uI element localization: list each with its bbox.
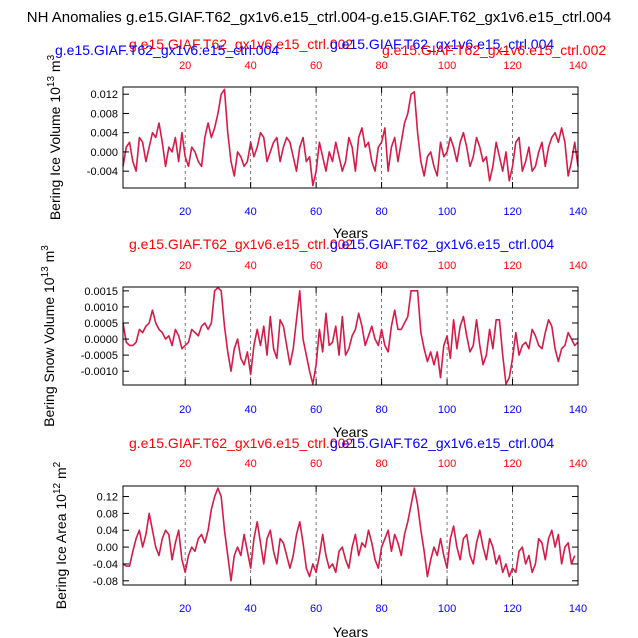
y-axis-label-unit: m: [53, 467, 69, 483]
xtick-label-top: 140: [569, 60, 587, 72]
xtick-label-bottom: 140: [569, 206, 587, 218]
xtick-label-bottom: 120: [503, 603, 521, 615]
chart-panel-3: -0.08 -0.04 0.00 0.04 0.08 0.12 20 20 40 40 60 60 80…: [52, 435, 587, 638]
xtick-label-bottom: 20: [179, 603, 191, 615]
xtick-label-bottom: 100: [438, 206, 456, 218]
y-axis-label-text: Bering Snow Volume 10: [41, 277, 57, 427]
y-axis-label-text: Bering Ice Area 10: [53, 494, 69, 609]
ytick-label: -0.04: [93, 559, 118, 571]
ytick-label: 0.0005: [84, 318, 118, 330]
plot-frame: [122, 485, 579, 586]
case-label-blue: g.e15.GIAF.T62_gx1v6.e15_ctrl.004: [330, 36, 554, 52]
xtick-label-bottom: 40: [245, 603, 257, 615]
ytick-label: 0.0010: [84, 302, 118, 314]
xtick-label-bottom: 80: [375, 404, 387, 416]
y-axis-label-exponent: 13: [46, 76, 57, 88]
y-axis-label-exponent: 13: [40, 266, 51, 278]
chart-panel-1: -0.004 0.000 0.004 0.008 0.012 20 20 40 40 60 60 80…: [46, 36, 606, 241]
xtick-label-bottom: 20: [179, 206, 191, 218]
xtick-label-top: 40: [245, 260, 257, 272]
series-line-anomaly: [122, 487, 576, 582]
xtick-label-bottom: 140: [569, 404, 587, 416]
case-label-blue: g.e15.GIAF.T62_gx1v6.e15_ctrl.004: [330, 435, 554, 451]
xtick-label-bottom: 100: [438, 603, 456, 615]
xtick-label-bottom: 120: [503, 404, 521, 416]
y-axis-label: Bering Ice Area 1012 m2: [52, 461, 69, 609]
xtick-label-top: 80: [375, 60, 387, 72]
ytick-label: 0.0015: [84, 286, 118, 298]
ytick-label: 0.00: [97, 542, 118, 554]
xtick-label-top: 60: [310, 458, 322, 470]
ytick-label: -0.08: [93, 576, 118, 588]
xtick-label-top: 140: [569, 458, 587, 470]
chart-panel-2: -0.0010 -0.0005 0.0000 0.0005 0.0010 0.0015 20…: [40, 236, 587, 440]
series-line-anomaly: [122, 286, 579, 385]
plot-frame: [122, 286, 579, 386]
xtick-label-top: 100: [438, 458, 456, 470]
xtick-label-top: 40: [245, 60, 257, 72]
case-label-red: g.e15.GIAF.T62_gx1v6.e15_ctrl.002: [129, 435, 353, 451]
case-label-red: g.e15.GIAF.T62_gx1v6.e15_ctrl.002: [129, 36, 353, 52]
xtick-label-bottom: 120: [503, 206, 521, 218]
figure-title: NH Anomalies g.e15.GIAF.T62_gx1v6.e15_ct…: [27, 9, 612, 26]
y-axis-label-unit-exponent: 3: [46, 54, 57, 60]
ytick-label: 0.012: [90, 89, 118, 101]
y-axis-label-unit-exponent: 2: [52, 461, 63, 467]
ytick-label: 0.008: [90, 108, 118, 120]
case-label-red-right: g.e15.GIAF.T62_gx1v6.e15_ctrl.002: [382, 42, 606, 58]
xtick-label-bottom: 60: [310, 206, 322, 218]
series-line-anomaly: [122, 88, 579, 187]
xtick-label-bottom: 40: [245, 206, 257, 218]
ytick-label: 0.0000: [84, 334, 118, 346]
case-label-blue-left: g.e15.GIAF.T62_gx1v6.e15_ctrl.004: [55, 42, 279, 58]
y-axis-label-unit: m: [47, 60, 63, 76]
ytick-label: 0.12: [97, 492, 118, 504]
xtick-label-top: 100: [438, 260, 456, 272]
xtick-label-bottom: 100: [438, 404, 456, 416]
xtick-label-bottom: 140: [569, 603, 587, 615]
plot-frame: [122, 86, 579, 189]
xtick-label-bottom: 60: [310, 603, 322, 615]
xtick-label-bottom: 60: [310, 404, 322, 416]
xtick-label-top: 40: [245, 458, 257, 470]
xtick-label-bottom: 80: [375, 206, 387, 218]
xtick-label-top: 20: [179, 60, 191, 72]
xtick-label-top: 60: [310, 260, 322, 272]
xtick-label-top: 20: [179, 260, 191, 272]
y-axis-label: Bering Snow Volume 1013 m3: [40, 245, 57, 427]
xtick-label-top: 20: [179, 458, 191, 470]
xtick-label-top: 80: [375, 458, 387, 470]
ytick-label: -0.004: [87, 166, 118, 178]
panels: -0.004 0.000 0.004 0.008 0.012 20 20 40 40 60 60 80…: [40, 36, 606, 638]
case-label-red: g.e15.GIAF.T62_gx1v6.e15_ctrl.002: [129, 236, 353, 252]
x-axis-label: Years: [333, 225, 368, 241]
ytick-label: 0.000: [90, 147, 118, 159]
ytick-label: 0.08: [97, 508, 118, 520]
y-axis-label-exponent: 12: [52, 482, 63, 494]
ytick-label: 0.004: [90, 128, 118, 140]
y-axis-label-unit: m: [41, 251, 57, 267]
xtick-label-top: 120: [503, 60, 521, 72]
ytick-label: -0.0005: [81, 350, 118, 362]
y-axis-label-unit-exponent: 3: [40, 245, 51, 251]
xtick-label-top: 60: [310, 60, 322, 72]
xtick-label-bottom: 20: [179, 404, 191, 416]
ytick-label: 0.04: [97, 525, 118, 537]
xtick-label-top: 120: [503, 458, 521, 470]
xtick-label-top: 100: [438, 60, 456, 72]
x-axis-label: Years: [333, 624, 368, 638]
xtick-label-top: 80: [375, 260, 387, 272]
xtick-label-bottom: 40: [245, 404, 257, 416]
ytick-label: -0.0010: [81, 366, 118, 378]
xtick-label-top: 140: [569, 260, 587, 272]
y-axis-label: Bering Ice Volume 1013 m3: [46, 54, 63, 220]
case-label-blue: g.e15.GIAF.T62_gx1v6.e15_ctrl.004: [330, 236, 554, 252]
xtick-label-top: 120: [503, 260, 521, 272]
x-axis-label: Years: [333, 424, 368, 440]
y-axis-label-text: Bering Ice Volume 10: [47, 87, 63, 220]
xtick-label-bottom: 80: [375, 603, 387, 615]
